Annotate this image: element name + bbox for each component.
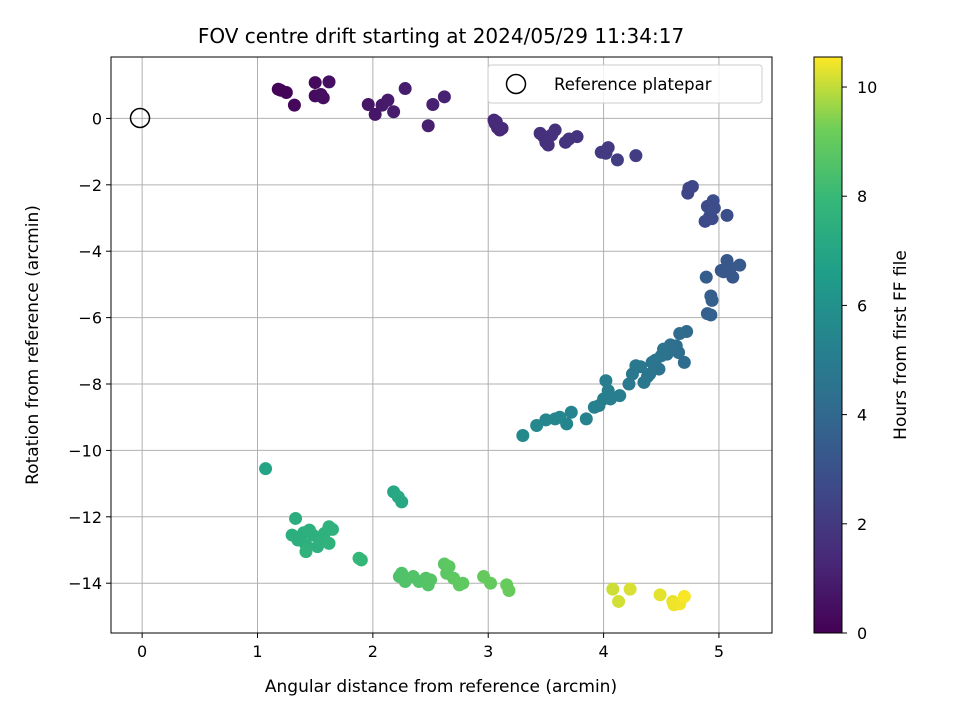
data-point: [677, 589, 691, 603]
legend-label: Reference platepar: [554, 75, 712, 94]
data-point: [502, 584, 516, 598]
data-point: [516, 428, 530, 442]
x-axis-label: Angular distance from reference (arcmin): [265, 677, 617, 697]
data-point: [424, 573, 438, 587]
data-point: [541, 138, 555, 152]
legend-box: [487, 64, 763, 104]
colorbar-tick-label: 10: [857, 78, 877, 97]
data-point: [645, 355, 659, 369]
colorbar-tick-label: 2: [857, 515, 867, 534]
data-point: [704, 308, 718, 322]
data-point: [322, 75, 336, 89]
x-tick-label: 1: [252, 642, 262, 661]
legend: Reference platepar: [487, 64, 763, 104]
data-point: [622, 377, 636, 391]
data-point: [677, 355, 691, 369]
x-tick-label: 0: [137, 642, 147, 661]
y-tick-label: −12: [68, 508, 102, 527]
data-point: [707, 201, 721, 215]
data-point: [733, 258, 747, 272]
legend-reference-marker: [505, 73, 527, 95]
data-point: [259, 462, 273, 476]
data-point: [653, 588, 667, 602]
data-point: [484, 576, 498, 590]
data-point: [625, 367, 639, 381]
data-point: [612, 594, 626, 608]
data-point: [398, 82, 412, 96]
data-points: [259, 75, 747, 612]
data-point: [637, 375, 651, 389]
data-point: [456, 576, 470, 590]
data-point: [657, 342, 671, 356]
data-point: [299, 545, 313, 559]
data-point: [726, 270, 740, 284]
data-point: [601, 141, 615, 155]
colorbar-gradient: [813, 56, 843, 634]
data-point: [316, 91, 330, 105]
y-tick-label: −14: [68, 574, 102, 593]
colorbar-tick-label: 8: [857, 187, 867, 206]
data-point: [322, 536, 336, 550]
data-point: [685, 179, 699, 193]
data-point: [361, 97, 375, 111]
colorbar-tick-label: 6: [857, 296, 867, 315]
data-point: [705, 212, 719, 226]
y-tick-label: −8: [78, 375, 102, 394]
data-point: [705, 293, 719, 307]
data-point: [599, 374, 613, 388]
plot-frame: [110, 56, 773, 634]
x-tick-label: 5: [714, 642, 724, 661]
data-point: [530, 419, 544, 433]
y-axis-label: Rotation from reference (arcmin): [23, 205, 43, 485]
grid-lines: [111, 57, 772, 633]
data-point: [426, 97, 440, 111]
data-point: [437, 90, 451, 104]
data-point: [699, 270, 713, 284]
data-point: [395, 495, 409, 509]
reference-platepar-marker: [129, 107, 151, 129]
data-point: [587, 400, 601, 414]
data-point: [421, 119, 435, 133]
data-point: [579, 412, 593, 426]
colorbar-tick-label: 4: [857, 406, 867, 425]
data-point: [564, 405, 578, 419]
data-point: [673, 327, 687, 341]
data-point: [548, 123, 562, 137]
data-point: [606, 582, 620, 596]
data-point: [442, 560, 456, 574]
x-tick-label: 4: [598, 642, 608, 661]
axis-ticks: 0 1 2 3 4 5 0 −2 −4 −6 −8 −10 −12 −14: [68, 109, 724, 661]
y-tick-label: 0: [92, 109, 102, 128]
data-point: [287, 98, 301, 112]
y-tick-label: −10: [68, 441, 102, 460]
data-point: [325, 522, 339, 536]
y-tick-label: −4: [78, 242, 102, 261]
data-point: [308, 76, 322, 90]
x-tick-label: 3: [483, 642, 493, 661]
data-point: [289, 511, 303, 525]
data-point: [489, 115, 503, 129]
colorbar-tick-label: 0: [857, 624, 867, 643]
data-point: [381, 93, 395, 107]
data-point: [629, 149, 643, 163]
data-point: [279, 86, 293, 100]
x-tick-label: 2: [368, 642, 378, 661]
y-tick-label: −2: [78, 176, 102, 195]
data-point: [354, 553, 368, 567]
colorbar-ticks: 0 2 4 6 8 10: [842, 78, 877, 643]
colorbar-label: Hours from first FF file: [891, 250, 911, 440]
data-point: [387, 105, 401, 119]
data-point: [623, 582, 637, 596]
chart-title: FOV centre drift starting at 2024/05/29 …: [198, 24, 684, 48]
data-point: [720, 208, 734, 222]
data-point: [368, 107, 382, 121]
data-point: [570, 130, 584, 144]
colorbar: 0 2 4 6 8 10 Hours from first FF file: [813, 56, 911, 643]
y-tick-label: −6: [78, 309, 102, 328]
data-point: [610, 153, 624, 167]
